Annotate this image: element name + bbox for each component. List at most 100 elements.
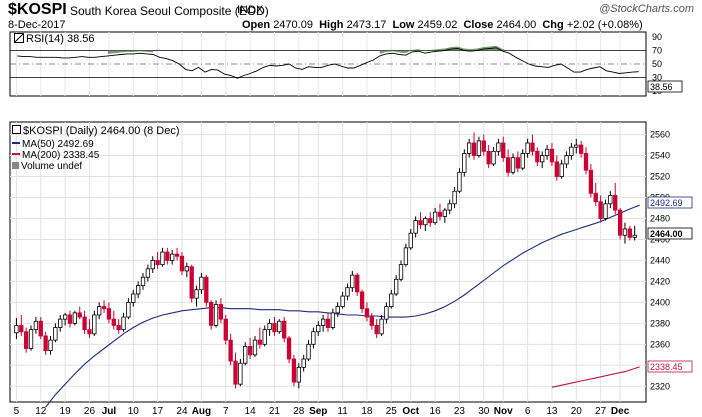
rsi-overbought-fill bbox=[146, 50, 154, 53]
candle-body bbox=[384, 306, 389, 320]
candle bbox=[457, 168, 462, 194]
candle-body bbox=[452, 190, 457, 205]
candle-body bbox=[457, 171, 462, 192]
ohlc-summary: Open 2470.09 High 2473.17 Low 2459.02 Cl… bbox=[242, 19, 643, 31]
candle bbox=[486, 145, 491, 169]
rsi-layer bbox=[17, 45, 639, 79]
candle-body bbox=[418, 220, 423, 226]
candle bbox=[311, 327, 316, 349]
price-axis: 2560254025202500248024602440242024002380… bbox=[650, 130, 670, 392]
candle-body bbox=[43, 335, 48, 352]
candle bbox=[87, 319, 92, 339]
candle-body bbox=[491, 150, 496, 165]
date-tick-label: 14 bbox=[245, 406, 257, 417]
candle-body bbox=[155, 260, 160, 266]
candle bbox=[403, 243, 409, 267]
date-tick-label: 17 bbox=[152, 406, 164, 417]
rsi-tick-label: 50 bbox=[652, 59, 662, 69]
chg-value: +2.02 (+0.08%) bbox=[566, 19, 643, 31]
rsi-icon bbox=[14, 33, 24, 43]
rsi-overbought-fill bbox=[412, 49, 419, 51]
candle bbox=[559, 159, 564, 179]
candle-body bbox=[320, 318, 326, 326]
rsi-overbought-fill bbox=[379, 50, 387, 54]
candle bbox=[19, 314, 24, 336]
close-price-text: 2464.00 bbox=[650, 229, 683, 239]
candle bbox=[379, 314, 384, 336]
candle bbox=[510, 153, 516, 175]
candle bbox=[564, 151, 569, 169]
brand-name: StockCharts.com bbox=[610, 3, 694, 15]
candle bbox=[583, 147, 589, 175]
candle bbox=[286, 335, 292, 364]
legend-ma200-text: MA(200) 2338.45 bbox=[22, 150, 100, 161]
legend-main-text: $KOSPI (Daily) 2464.00 (8 Dec) bbox=[23, 125, 180, 137]
candle-body bbox=[583, 153, 589, 171]
candle-body bbox=[530, 142, 535, 152]
candle bbox=[160, 247, 165, 267]
candle bbox=[442, 207, 447, 223]
date-tick-label: Dec bbox=[611, 406, 630, 417]
candle bbox=[228, 333, 233, 366]
low-value: 2459.02 bbox=[417, 19, 458, 31]
rsi-overbought-fill bbox=[431, 49, 439, 51]
rsi-tick-label: 70 bbox=[652, 46, 662, 56]
date-tick-label: 19 bbox=[60, 406, 72, 417]
rsi-label-text: RSI(14) 38.56 bbox=[26, 33, 95, 45]
candle bbox=[223, 314, 228, 345]
candle bbox=[179, 252, 185, 276]
date-tick-label: 27 bbox=[595, 406, 607, 417]
brand-logo[interactable]: @StockCharts.com bbox=[599, 3, 694, 15]
price-tick-label: 2460 bbox=[650, 234, 670, 244]
candle bbox=[569, 142, 574, 160]
candle bbox=[233, 352, 238, 389]
candle bbox=[345, 283, 350, 301]
candle bbox=[447, 199, 452, 215]
chg-label: Chg bbox=[542, 19, 564, 31]
candle bbox=[374, 319, 379, 339]
candle bbox=[97, 302, 102, 320]
candle-body bbox=[252, 339, 258, 356]
date-tick-label: 20 bbox=[571, 406, 583, 417]
candle bbox=[14, 318, 19, 340]
candle-body bbox=[165, 251, 170, 261]
candle bbox=[364, 302, 370, 322]
candle bbox=[452, 187, 457, 208]
candle-body bbox=[374, 325, 379, 335]
candle bbox=[131, 289, 136, 307]
ma50-price-tag: 2492.69 bbox=[647, 196, 693, 209]
date-tick-label: 30 bbox=[478, 406, 490, 417]
candle-body bbox=[613, 195, 618, 211]
candle-body bbox=[442, 209, 447, 217]
candle-body bbox=[520, 153, 525, 169]
candle-body bbox=[622, 228, 628, 236]
candle-body bbox=[515, 157, 521, 169]
candle bbox=[174, 247, 180, 261]
rsi-overbought-fill bbox=[399, 50, 406, 54]
legend-ma50-text: MA(50) 2492.69 bbox=[22, 139, 94, 150]
candle-body bbox=[228, 339, 233, 362]
candle-body bbox=[540, 155, 545, 163]
legend-ma50: MA(50) 2492.69 bbox=[12, 139, 94, 150]
candle bbox=[408, 228, 413, 250]
candle bbox=[301, 354, 306, 372]
rsi-overbought-fill bbox=[386, 50, 393, 52]
candle bbox=[111, 310, 116, 330]
price-tick-label: 2420 bbox=[650, 276, 670, 286]
candle-body bbox=[471, 142, 477, 156]
candle-body bbox=[311, 331, 316, 345]
close-value: 2464.00 bbox=[496, 19, 537, 31]
candle bbox=[613, 182, 618, 215]
rsi-overbought-fill bbox=[405, 49, 413, 54]
date-tick-label: 10 bbox=[128, 406, 140, 417]
candle-body bbox=[38, 320, 43, 337]
close-label: Close bbox=[463, 19, 494, 31]
candle bbox=[238, 359, 243, 387]
candle-body bbox=[58, 318, 63, 328]
candle-body bbox=[243, 346, 248, 364]
candle-body bbox=[82, 316, 87, 331]
candle-body bbox=[627, 228, 632, 238]
candle-body bbox=[481, 140, 486, 152]
candle-body bbox=[24, 331, 29, 349]
price-tick-label: 2360 bbox=[650, 339, 670, 349]
